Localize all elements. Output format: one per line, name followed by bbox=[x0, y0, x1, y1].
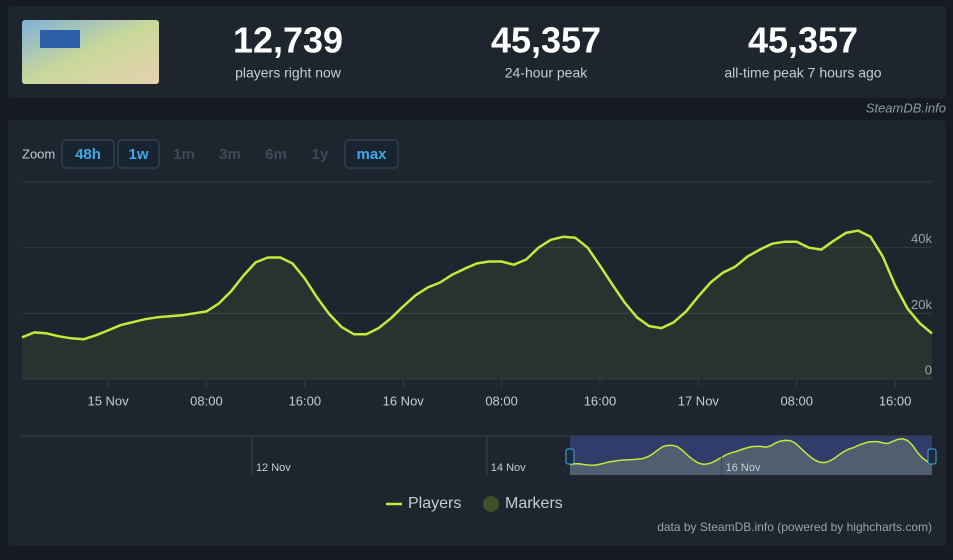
stat-value: 45,357 bbox=[748, 20, 858, 61]
x-tick-label: 16:00 bbox=[879, 393, 912, 408]
zoom-button-label[interactable]: 1w bbox=[128, 146, 148, 163]
zoom-button[interactable] bbox=[344, 139, 399, 169]
stat-value: 12,739 bbox=[233, 20, 343, 61]
zoom-button-label: 6m bbox=[265, 146, 287, 163]
zoom-label: Zoom bbox=[22, 146, 55, 161]
navigator-line bbox=[569, 438, 933, 467]
game-logo bbox=[40, 30, 80, 48]
brand[interactable]: SteamDB.info bbox=[866, 100, 946, 115]
y-tick-label: 40k bbox=[911, 231, 932, 246]
zoom-button[interactable] bbox=[117, 139, 160, 169]
zoom-button-label[interactable]: 48h bbox=[75, 146, 101, 163]
x-tick-label: 08:00 bbox=[780, 393, 813, 408]
zoom-button-label[interactable]: max bbox=[356, 146, 387, 163]
x-tick-label: 08:00 bbox=[190, 393, 223, 408]
series-line bbox=[21, 229, 933, 341]
navigator-handle[interactable] bbox=[927, 448, 937, 465]
navigator-tick-label: 14 Nov bbox=[491, 462, 526, 474]
legend-symbol[interactable] bbox=[483, 496, 499, 512]
stat-label: players right now bbox=[235, 65, 342, 81]
x-tick-label: 15 Nov bbox=[87, 393, 129, 408]
zoom-button-label: 1m bbox=[173, 146, 195, 163]
navigator-tick-label: 16 Nov bbox=[726, 462, 761, 474]
navigator-selection[interactable] bbox=[569, 436, 932, 475]
stats-panel bbox=[8, 6, 946, 98]
legend-label[interactable]: Markers bbox=[505, 495, 563, 512]
navigator-area bbox=[569, 438, 932, 475]
navigator-handle[interactable] bbox=[565, 448, 575, 465]
zoom-button-label: 3m bbox=[219, 146, 241, 163]
credits[interactable]: data by SteamDB.info (powered by highcha… bbox=[657, 520, 932, 534]
legend-label[interactable]: Players bbox=[408, 495, 461, 512]
x-tick-label: 16 Nov bbox=[383, 393, 425, 408]
stat-value: 45,357 bbox=[491, 20, 601, 61]
zoom-button-label: 1y bbox=[312, 146, 329, 163]
x-tick-label: 16:00 bbox=[584, 393, 617, 408]
stat-label: all-time peak 7 hours ago bbox=[724, 65, 881, 81]
navigator-tick-label: 12 Nov bbox=[256, 462, 291, 474]
x-tick-label: 08:00 bbox=[485, 393, 518, 408]
stat-label: 24-hour peak bbox=[505, 65, 589, 81]
game-thumbnail[interactable] bbox=[22, 20, 159, 84]
x-tick-label: 16:00 bbox=[289, 393, 322, 408]
zoom-button[interactable] bbox=[61, 139, 115, 169]
y-tick-label: 0 bbox=[925, 362, 932, 377]
x-tick-label: 17 Nov bbox=[678, 393, 720, 408]
y-tick-label: 20k bbox=[911, 297, 932, 312]
series-area bbox=[22, 230, 932, 379]
